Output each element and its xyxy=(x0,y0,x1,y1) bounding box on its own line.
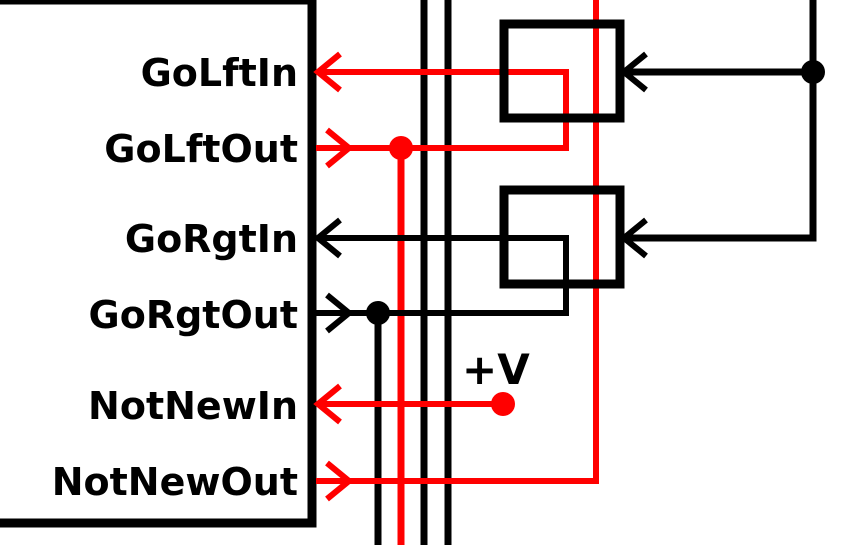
label-plus-v: +V xyxy=(462,345,530,394)
plus-v-terminal xyxy=(491,392,515,416)
wire-go-rgt-in xyxy=(318,235,569,316)
label-not-new-out: NotNewOut xyxy=(52,460,298,504)
label-go-rgt-out: GoRgtOut xyxy=(89,293,298,337)
label-go-lft-out: GoLftOut xyxy=(104,127,298,171)
wire-go-lft-in xyxy=(318,69,569,151)
arrow-go-rgt-out xyxy=(325,292,354,334)
gate-box-lower xyxy=(499,185,625,289)
arrow-go-lft-in xyxy=(313,51,342,93)
arrow-gate-lower xyxy=(619,217,648,259)
arrow-not-new-in xyxy=(313,383,342,425)
gate-box-upper xyxy=(499,19,625,123)
label-go-rgt-in: GoRgtIn xyxy=(125,217,298,261)
junction-go-rgt-out xyxy=(366,301,390,325)
junction-go-lft-out xyxy=(389,136,413,160)
junction-control xyxy=(801,60,825,84)
arrow-go-rgt-in xyxy=(313,217,342,259)
module-box xyxy=(0,0,317,528)
arrow-go-lft-out xyxy=(325,127,354,169)
label-not-new-in: NotNewIn xyxy=(88,384,298,428)
arrow-gate-upper xyxy=(619,51,648,93)
arrow-not-new-out xyxy=(325,460,354,502)
label-go-lft-in: GoLftIn xyxy=(141,51,298,95)
control-wire-right xyxy=(622,0,817,242)
